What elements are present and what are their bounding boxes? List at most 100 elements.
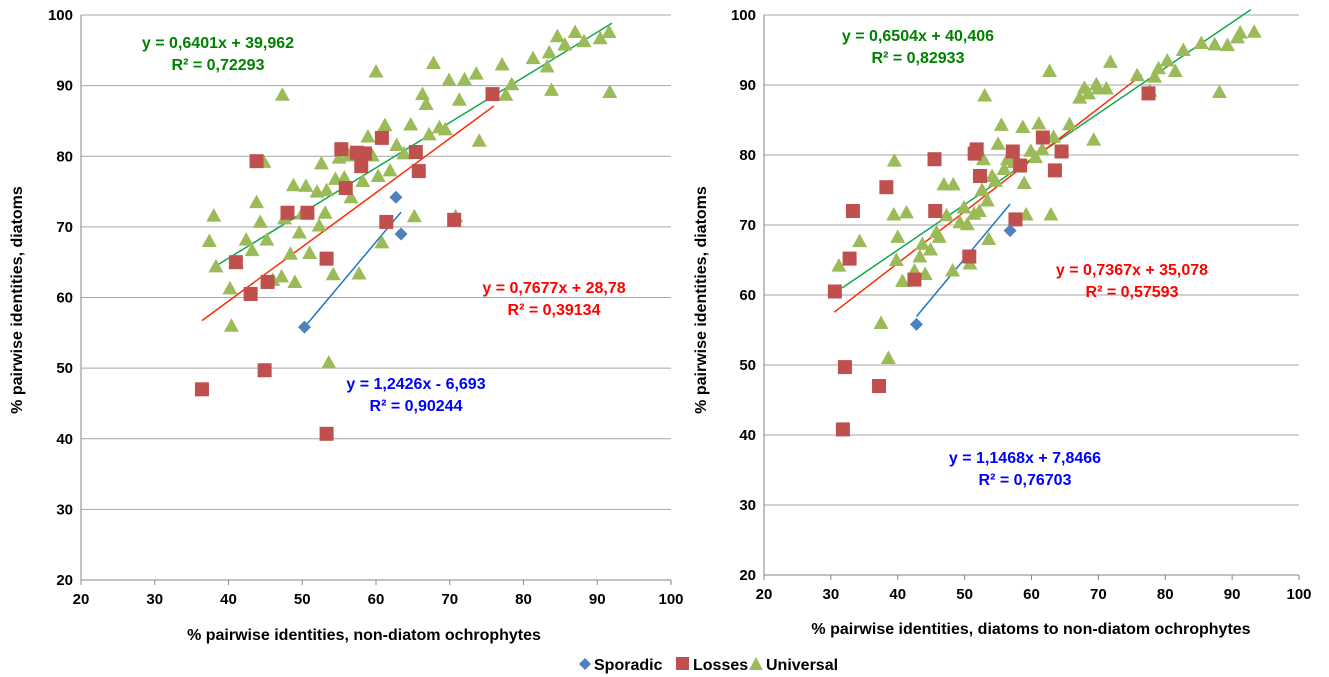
right-scatter-chart: 20 30 40 50 60 70 80 90 100 20 30 40 50 60 70 80 90 100 %… bbox=[693, 7, 1312, 638]
left-universal-point bbox=[471, 133, 487, 147]
right-universal-point bbox=[923, 242, 939, 256]
right-y-tick-label: 20 bbox=[739, 567, 756, 584]
right-universal-point bbox=[996, 161, 1012, 175]
right-universal-point bbox=[1102, 54, 1118, 68]
left-losses-point bbox=[408, 145, 423, 160]
left-universal-point bbox=[576, 33, 592, 48]
left-data-points bbox=[194, 24, 618, 441]
left-universal-point bbox=[321, 354, 337, 369]
legend-universal-label: Universal bbox=[766, 657, 838, 674]
right-y-tick-label: 80 bbox=[739, 147, 756, 164]
right-losses-point bbox=[1008, 212, 1023, 227]
left-universal-point bbox=[389, 137, 405, 151]
left-y-tick-label: 90 bbox=[56, 78, 73, 95]
left-losses-point bbox=[447, 212, 462, 227]
left-y-tick-label: 50 bbox=[56, 360, 73, 377]
left-universal-point bbox=[549, 28, 565, 43]
left-universal-point bbox=[259, 232, 275, 246]
left-x-tick-label: 80 bbox=[515, 591, 532, 608]
left-y-tick-label: 100 bbox=[48, 7, 73, 24]
left-x-tick-label: 70 bbox=[441, 591, 458, 608]
right-losses-point bbox=[928, 204, 943, 218]
left-universal-point bbox=[252, 214, 268, 228]
right-losses-point bbox=[872, 379, 887, 393]
left-y-tick-label: 30 bbox=[56, 501, 73, 518]
right-universal-point bbox=[974, 182, 990, 196]
right-losses-r2: R² = 0,57593 bbox=[1086, 284, 1179, 301]
left-losses-point bbox=[357, 146, 372, 161]
left-universal-point bbox=[285, 177, 301, 192]
left-x-tick-label: 20 bbox=[73, 591, 90, 608]
left-losses-point bbox=[260, 274, 275, 289]
right-universal-point bbox=[981, 231, 997, 245]
right-universal-point bbox=[1159, 53, 1175, 67]
left-sporadic-r2: R² = 0,90244 bbox=[370, 398, 463, 415]
left-universal-point bbox=[319, 182, 335, 197]
right-universal-point bbox=[1062, 116, 1078, 131]
left-x-axis-title: % pairwise identities, non-diatom ochrop… bbox=[187, 627, 541, 644]
right-y-tick-label: 40 bbox=[739, 427, 756, 444]
left-sporadic-equation: y = 1,2426x - 6,693 bbox=[346, 376, 485, 393]
left-x-tick-label: 60 bbox=[368, 591, 385, 608]
right-losses-point bbox=[1047, 163, 1062, 178]
right-universal-point bbox=[1016, 175, 1032, 189]
left-universal-point bbox=[525, 50, 541, 65]
right-losses-point bbox=[842, 251, 857, 266]
left-losses-point bbox=[319, 251, 334, 266]
right-sporadic-point bbox=[1003, 224, 1017, 238]
left-universal-point bbox=[298, 178, 314, 192]
left-universal-point bbox=[601, 24, 617, 38]
left-x-tick-label: 100 bbox=[658, 591, 683, 608]
left-y-tick-label: 70 bbox=[56, 219, 73, 236]
right-losses-point bbox=[827, 284, 842, 299]
left-universal-point bbox=[557, 37, 573, 51]
left-universal-point bbox=[396, 145, 412, 160]
left-universal-point bbox=[602, 84, 618, 98]
left-universal-point bbox=[317, 205, 333, 219]
right-universal-point bbox=[890, 229, 906, 243]
left-universal-point bbox=[451, 92, 467, 106]
right-sporadic-r2: R² = 0,76703 bbox=[979, 472, 1072, 489]
left-universal-equation: y = 0,6401x + 39,962 bbox=[142, 35, 294, 52]
left-universal-point bbox=[382, 162, 398, 177]
right-y-axis-title: % pairwise identities, diatoms bbox=[693, 186, 710, 414]
right-universal-point bbox=[914, 236, 930, 250]
left-axes bbox=[80, 15, 672, 585]
right-y-tick-label: 100 bbox=[731, 7, 756, 24]
right-universal-point bbox=[987, 173, 1003, 187]
right-universal-equation: y = 0,6504x + 40,406 bbox=[842, 28, 994, 45]
left-universal-point bbox=[351, 265, 367, 280]
left-sporadic-point bbox=[394, 227, 408, 241]
right-universal-point bbox=[939, 207, 955, 222]
left-universal-point bbox=[418, 96, 434, 110]
right-gridlines bbox=[764, 14, 1299, 506]
left-sporadic-point bbox=[297, 320, 311, 334]
left-universal-point bbox=[201, 233, 217, 247]
right-tick-labels: 20 30 40 50 60 70 80 90 100 20 30 40 50 60 70 80 90 100 bbox=[731, 7, 1312, 603]
right-universal-point bbox=[1219, 37, 1235, 52]
legend-universal-triangle-icon bbox=[749, 657, 763, 670]
right-universal-point bbox=[971, 203, 987, 217]
right-universal-point bbox=[1072, 90, 1088, 104]
right-universal-point bbox=[1193, 35, 1209, 49]
right-sporadic-point bbox=[909, 317, 923, 331]
right-losses-point bbox=[837, 360, 852, 375]
legend-losses-label: Losses bbox=[693, 657, 748, 674]
right-x-axis-title: % pairwise identities, diatoms to non-di… bbox=[811, 621, 1250, 638]
legend: Sporadic Losses Universal bbox=[579, 657, 838, 674]
left-universal-point bbox=[441, 72, 457, 86]
right-x-tick-label: 70 bbox=[1090, 586, 1107, 603]
right-universal-point bbox=[1042, 63, 1058, 77]
left-universal-point bbox=[355, 173, 371, 187]
legend-losses-square-icon bbox=[676, 657, 689, 670]
right-y-tick-label: 90 bbox=[739, 77, 756, 94]
left-losses-point bbox=[485, 87, 500, 102]
legend-sporadic-diamond-icon bbox=[579, 658, 591, 670]
left-y-tick-label: 20 bbox=[56, 572, 73, 589]
right-universal-r2: R² = 0,82933 bbox=[872, 50, 965, 67]
right-universal-point bbox=[831, 258, 847, 272]
left-universal-point bbox=[222, 280, 238, 295]
left-universal-point bbox=[282, 246, 298, 260]
left-universal-point bbox=[406, 208, 422, 223]
right-y-tick-label: 30 bbox=[739, 497, 756, 514]
